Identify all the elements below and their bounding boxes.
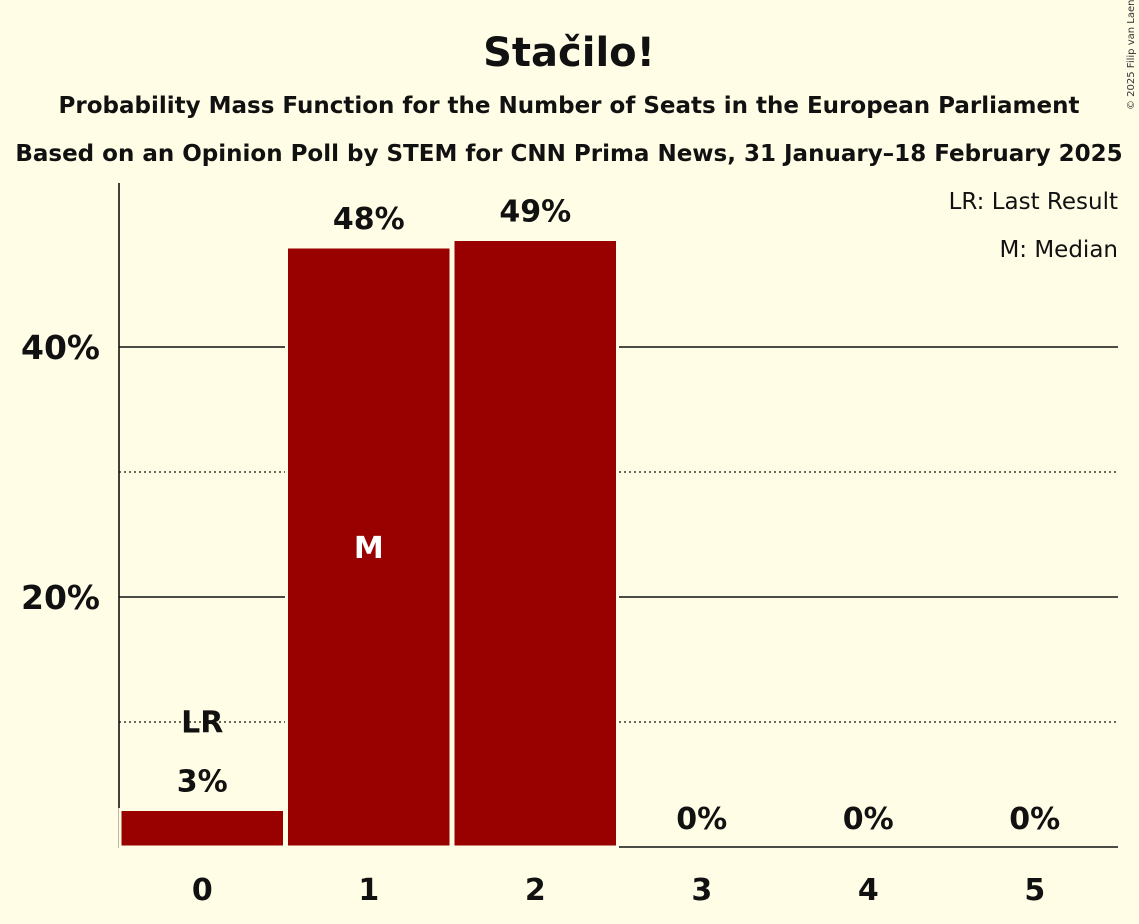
chart-source: Based on an Opinion Poll by STEM for CNN… bbox=[15, 141, 1122, 167]
legend-last-result: LR: Last Result bbox=[949, 189, 1118, 215]
legend-median: M: Median bbox=[999, 237, 1118, 263]
last-result-marker: LR bbox=[181, 706, 223, 741]
x-tick-label: 5 bbox=[1024, 873, 1045, 908]
x-tick-label: 3 bbox=[691, 873, 712, 908]
bar bbox=[451, 238, 619, 849]
bar bbox=[285, 245, 453, 849]
bar-value-label: 48% bbox=[333, 202, 405, 237]
y-tick-label: 40% bbox=[21, 328, 100, 367]
x-tick-label: 1 bbox=[358, 873, 379, 908]
y-tick-label: 20% bbox=[21, 578, 100, 617]
bar-value-label: 3% bbox=[177, 765, 228, 800]
x-tick-label: 2 bbox=[525, 873, 546, 908]
x-tick-label: 0 bbox=[192, 873, 213, 908]
x-tick-label: 4 bbox=[858, 873, 879, 908]
bar bbox=[118, 808, 286, 849]
copyright: © 2025 Filip van Laenen bbox=[1126, 0, 1137, 110]
bar-value-label: 0% bbox=[676, 802, 727, 837]
median-marker: M bbox=[354, 531, 384, 566]
bar-value-label: 49% bbox=[499, 195, 571, 230]
chart-title: Stačilo! bbox=[483, 30, 655, 76]
bar-value-label: 0% bbox=[843, 802, 894, 837]
bar-value-label: 0% bbox=[1009, 802, 1060, 837]
chart-subtitle: Probability Mass Function for the Number… bbox=[59, 93, 1080, 119]
